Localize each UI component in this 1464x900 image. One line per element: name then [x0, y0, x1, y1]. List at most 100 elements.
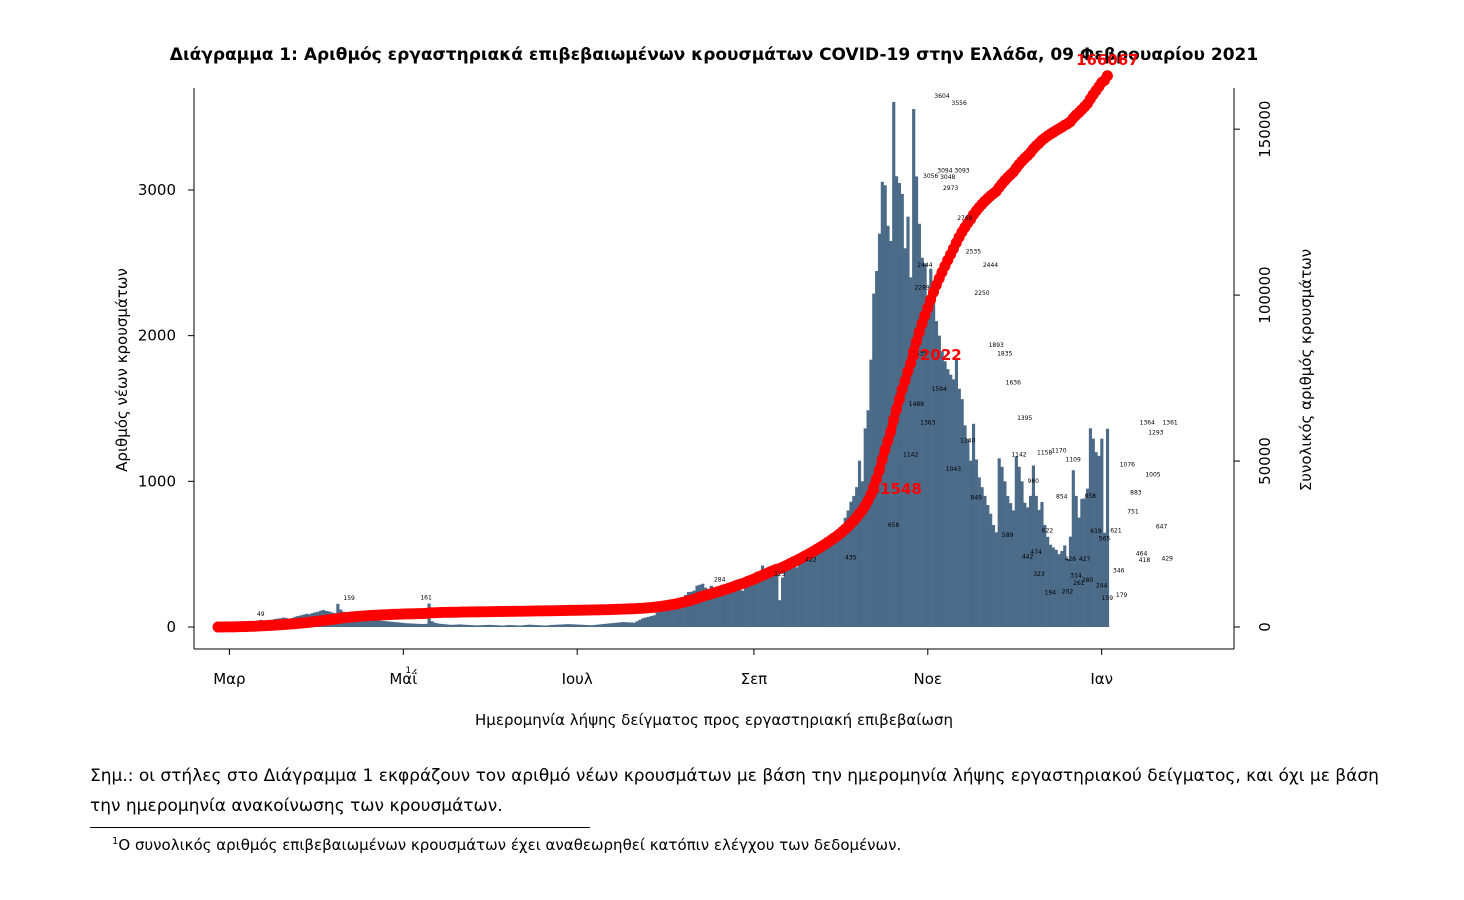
bar [373, 620, 377, 627]
cumulative-point [882, 435, 894, 447]
bar [1057, 554, 1061, 627]
bar [592, 624, 596, 627]
bar [498, 625, 502, 627]
bar-value-label: 429 [1162, 556, 1174, 563]
bar [1091, 438, 1095, 627]
bar [792, 567, 796, 627]
bar [900, 193, 904, 627]
cumulative-point [885, 426, 897, 438]
bar [644, 617, 648, 627]
bar-value-label: 2444 [917, 262, 932, 269]
bar [627, 622, 631, 627]
bar [538, 625, 542, 627]
bar [684, 594, 688, 627]
bar [1017, 466, 1021, 627]
y2-tick-label: 0 [1256, 622, 1274, 632]
bar [960, 399, 964, 627]
bar [364, 618, 368, 627]
bar [974, 459, 978, 627]
bar [1063, 545, 1067, 627]
bar [390, 621, 394, 627]
bar-value-label: 323 [1033, 571, 1045, 578]
cumulative-point [888, 414, 900, 426]
bar [484, 624, 488, 627]
bar [361, 617, 366, 627]
bar-value-label: 2444 [983, 262, 998, 269]
x-tick-label: Μαΐ [389, 668, 417, 688]
bar [1105, 428, 1110, 627]
bar [1060, 550, 1064, 627]
x-tick-footnote-marker: 1 [405, 666, 411, 676]
bar-value-label: 622 [1042, 527, 1054, 534]
bar [607, 623, 611, 627]
bar [470, 625, 474, 627]
bar [883, 185, 887, 627]
bar [558, 624, 562, 627]
bar [1037, 509, 1041, 627]
bar [1077, 517, 1081, 627]
bar [800, 560, 805, 627]
bar [515, 625, 520, 627]
bar [929, 268, 933, 627]
bar [775, 573, 779, 627]
cumulative-point [913, 326, 925, 338]
bar [795, 567, 799, 627]
cumulative-value-label: 166067 [1076, 51, 1139, 69]
bar [567, 624, 571, 627]
bar [404, 623, 408, 627]
bar [561, 624, 565, 627]
bar [920, 257, 924, 627]
footnote-rule [90, 827, 590, 828]
bar [681, 596, 685, 627]
bar-value-label: 474 [1030, 549, 1042, 556]
cumulative-labels: 41548 82022 166067 [870, 51, 1139, 498]
bar [755, 571, 759, 627]
bar [578, 624, 582, 627]
bar [709, 585, 713, 627]
bar [846, 510, 850, 627]
bar-value-label: 159 [1102, 595, 1114, 602]
bar-value-label: 314 [1070, 572, 1082, 579]
bar [433, 622, 437, 627]
bar [686, 592, 691, 627]
bar [550, 624, 554, 627]
footnote-marker: 1 [112, 836, 119, 847]
bar-value-label: 3556 [952, 100, 967, 107]
cumulative-series [212, 70, 1113, 633]
y-tick-label: 2000 [138, 327, 176, 345]
bar-value-label: 435 [845, 555, 857, 562]
bar [983, 495, 987, 627]
bar [547, 625, 551, 627]
bar-value-label: 1109 [1066, 456, 1081, 463]
bar [997, 458, 1001, 627]
bar-value-label: 2289 [914, 285, 929, 292]
bar [384, 621, 388, 627]
bar [598, 624, 602, 627]
bar-value-label: 960 [1028, 478, 1040, 485]
bar-value-label: 1293 [1148, 430, 1163, 437]
bar [652, 615, 656, 627]
bar-value-label: 422 [805, 557, 817, 564]
bar-value-label: 1005 [1145, 472, 1160, 479]
bar-value-label: 1142 [1011, 452, 1026, 459]
bar [701, 583, 705, 627]
bar [946, 369, 950, 627]
bar-value-label: 3604 [934, 93, 949, 100]
bar [877, 233, 882, 627]
bar [461, 624, 465, 627]
bar [510, 625, 514, 627]
bar [820, 551, 825, 627]
bar [823, 546, 827, 627]
bar [838, 531, 842, 627]
bar-value-label: 849 [971, 494, 983, 501]
bar [552, 624, 557, 627]
x-tick-label: Ιουλ [562, 670, 593, 688]
bar [1051, 547, 1055, 627]
bar [664, 608, 668, 627]
bar [1071, 470, 1075, 627]
bar [473, 625, 477, 627]
bar [723, 587, 728, 627]
bar [1066, 558, 1070, 627]
bar-value-labels: 49 159 161 284 323 422 435 658 1142 1488 1835 2289 2… [257, 93, 1178, 618]
